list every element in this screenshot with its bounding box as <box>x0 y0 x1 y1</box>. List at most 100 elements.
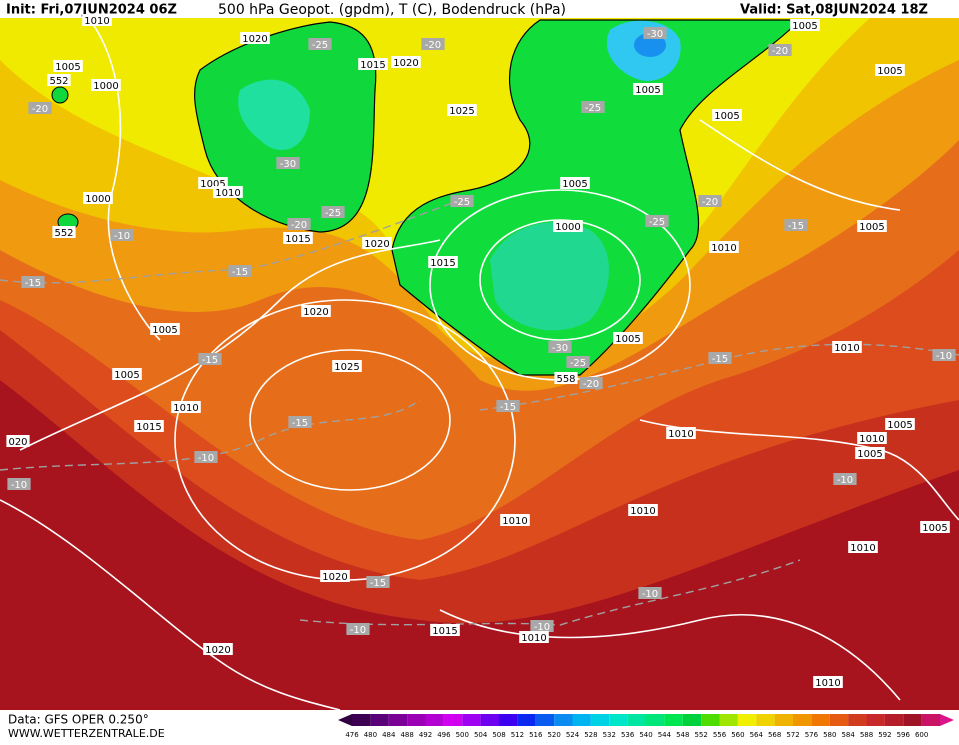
temperature-label-box <box>638 587 662 599</box>
temperature-label-box <box>768 44 792 56</box>
isobar-label: 1015 <box>430 258 455 269</box>
isobar-label: 1010 <box>630 506 655 517</box>
temperature-label-box <box>7 478 31 490</box>
isobar-label-box <box>857 220 887 232</box>
isobar-label: 1015 <box>432 626 457 637</box>
isobar-label: 1025 <box>449 106 474 117</box>
isobar-label: 1005 <box>714 111 739 122</box>
colorbar-cell <box>921 714 940 726</box>
colorbar-label: 556 <box>713 731 727 739</box>
temperature-label-box <box>450 195 474 207</box>
isobar-label: 1010 <box>84 16 109 27</box>
temperature-label: -15 <box>25 278 41 289</box>
isobar-label-box <box>832 341 862 353</box>
isobar-label: 552 <box>49 76 68 87</box>
temperature-label-box <box>276 157 300 169</box>
temperature-label: -25 <box>325 208 341 219</box>
temperature-label: -15 <box>292 418 308 429</box>
isobar-label-box <box>500 514 530 526</box>
isobar-label-box <box>283 232 313 244</box>
isobar-label-box <box>112 368 142 380</box>
temperature-label-box <box>346 623 370 635</box>
data-source: Data: GFS OPER 0.250° <box>8 713 149 727</box>
colorbar-cell <box>480 714 499 726</box>
colorbar-label: 492 <box>419 731 432 739</box>
isobar-label: 1010 <box>834 343 859 354</box>
isobar-label-box <box>52 226 76 238</box>
isobar-label-box <box>391 56 421 68</box>
isobar-label: 1010 <box>859 434 884 445</box>
temperature-label-box <box>28 102 52 114</box>
isobar-label: 020 <box>8 437 27 448</box>
temperature-label: -20 <box>425 40 441 51</box>
isobar-label-box <box>633 83 663 95</box>
temperature-label-box <box>579 377 603 389</box>
temperature-label: -25 <box>312 40 328 51</box>
isobar-label-box <box>709 241 739 253</box>
colorbar-cell <box>572 714 591 726</box>
temperature-label-box <box>308 38 332 50</box>
colorbar-cell <box>590 714 610 726</box>
temperature-label-box <box>932 349 956 361</box>
temperature-label: -20 <box>32 104 48 115</box>
isobar-label: 1020 <box>393 58 418 69</box>
isobar-label: 1000 <box>555 222 580 233</box>
temperature-label: -20 <box>291 220 307 231</box>
isobar-label: 1005 <box>792 21 817 32</box>
isobar-label: 1015 <box>285 234 310 245</box>
colorbar-cell <box>664 714 683 726</box>
colorbar-cell <box>352 714 371 726</box>
colorbar-label: 480 <box>364 731 377 739</box>
isobar-label: 1005 <box>55 62 80 73</box>
isobar-label: 1020 <box>242 34 267 45</box>
colorbar-label: 516 <box>529 731 543 739</box>
map-labels: -25 -20-20-30-20-25-25-25-30-20-25-20-15-… <box>6 14 956 689</box>
colorbar-label: 564 <box>750 731 764 739</box>
isobar-label: 1005 <box>562 179 587 190</box>
cyan-core-greenland <box>238 79 310 150</box>
colorbar-cell <box>793 714 812 726</box>
isobar-label-box <box>855 447 885 459</box>
temperature-label: -10 <box>198 453 214 464</box>
isobar-label-box <box>560 177 590 189</box>
temperature-label-box <box>708 352 732 364</box>
isobar-label-box <box>203 643 233 655</box>
isobar-label: 1020 <box>303 307 328 318</box>
isobar-label-box <box>82 14 112 26</box>
temperature-label-box <box>784 219 808 231</box>
isobar-label-box <box>885 418 915 430</box>
temperature-label-box <box>496 400 520 412</box>
isobar-label-box <box>150 323 180 335</box>
colorbar-cell <box>737 714 757 726</box>
isobar-label: 1010 <box>215 188 240 199</box>
isobar-label: 1020 <box>364 239 389 250</box>
colorbar-label: 512 <box>511 731 524 739</box>
colorbar-label: 504 <box>474 731 488 739</box>
isobar-label-box <box>47 74 71 86</box>
temperature-label: -20 <box>772 46 788 57</box>
isobar-label: 1005 <box>857 449 882 460</box>
isobar-label: 1005 <box>635 85 660 96</box>
temperature-label-box <box>698 195 722 207</box>
isobar-label: 1000 <box>93 81 118 92</box>
isobar-label: 1010 <box>711 243 736 254</box>
temperature-label-box <box>643 27 667 39</box>
temperature-label: -25 <box>570 358 586 369</box>
isobar-label: 1005 <box>615 334 640 345</box>
temperature-label: -25 <box>649 217 665 228</box>
temperature-label: -10 <box>534 622 550 633</box>
isobar-label: 1015 <box>136 422 161 433</box>
isobar-label-box <box>213 186 243 198</box>
map <box>0 18 959 710</box>
colorbar-label: 568 <box>768 731 781 739</box>
isobar-label-box <box>430 624 460 636</box>
colorbar-arrow-right <box>940 714 954 726</box>
isobar-label: 1005 <box>200 179 225 190</box>
isobar-label-box <box>920 521 950 533</box>
isobar-label: 1010 <box>173 403 198 414</box>
isobar-label: 1005 <box>859 222 884 233</box>
temperature-label: -10 <box>114 231 130 242</box>
isobar-label: 1005 <box>877 66 902 77</box>
temperature-label: -10 <box>11 480 27 491</box>
isobar-label: 1010 <box>502 516 527 527</box>
